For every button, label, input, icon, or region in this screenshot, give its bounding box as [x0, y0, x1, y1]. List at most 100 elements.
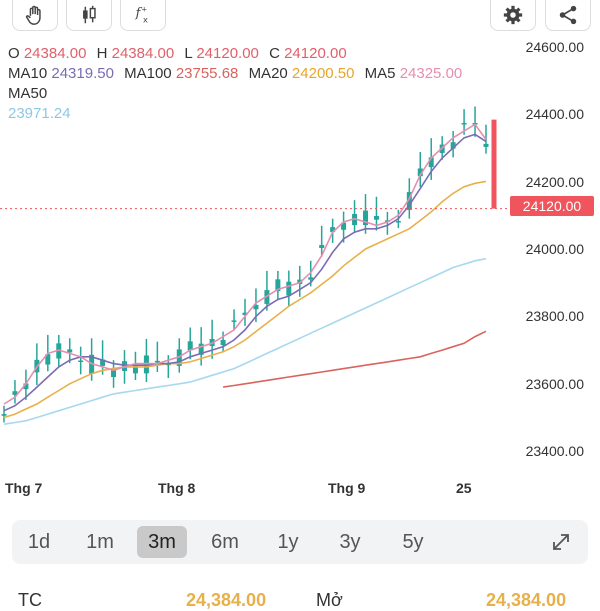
candle-body	[363, 210, 368, 226]
candle-body	[373, 215, 379, 220]
candle-body	[297, 279, 303, 285]
y-tick-label: 24200.00	[525, 173, 584, 190]
candlestick-tool-button[interactable]	[66, 0, 112, 31]
reference-price-label: TC	[18, 590, 42, 610]
ma100-line	[222, 330, 487, 388]
candle-body	[154, 360, 160, 363]
range-1y-button[interactable]: 1y	[277, 531, 299, 553]
candle-body	[352, 213, 358, 226]
range-6m-button[interactable]: 6m	[211, 531, 239, 553]
high-value: 24384.00	[111, 45, 175, 62]
candle-body	[330, 227, 336, 233]
y-tick-label: 24000.00	[525, 241, 584, 257]
y-tick-label: 24400.00	[525, 106, 584, 123]
candle-body	[341, 222, 347, 230]
ma10-value: 24319.50	[51, 65, 114, 82]
open-price-value: 24,384.00	[486, 590, 567, 610]
candle-body	[34, 359, 40, 373]
range-1m-button[interactable]: 1m	[86, 531, 114, 553]
svg-text:x: x	[143, 14, 148, 24]
share-button[interactable]	[545, 0, 591, 31]
candle-body	[308, 277, 314, 280]
candle-body	[143, 355, 149, 374]
candle-body	[319, 244, 325, 248]
candle-body	[89, 354, 95, 374]
candle-body	[45, 354, 51, 365]
candle-body	[111, 368, 117, 378]
current-price-badge: 24120.00	[510, 196, 594, 216]
ma20-value: 24200.50	[291, 65, 355, 82]
candle-body	[395, 221, 401, 223]
ma50-line	[3, 257, 487, 425]
candle-body	[12, 391, 18, 395]
close-value: 24120.00	[284, 45, 347, 62]
fullscreen-button[interactable]	[536, 526, 586, 558]
candle-body	[1, 414, 7, 416]
x-tick-label: Thg 7	[5, 480, 43, 496]
candlestick-icon	[83, 5, 96, 24]
candle-body	[78, 360, 84, 363]
candle-body	[132, 365, 138, 374]
candle-body	[428, 157, 434, 168]
candle-body	[220, 339, 226, 346]
candle-body	[417, 168, 423, 177]
y-tick-label: 23400.00	[525, 443, 584, 460]
candle-body	[56, 343, 62, 359]
hand-tool-icon	[25, 5, 41, 25]
gear-icon	[503, 5, 523, 25]
candle-body	[450, 142, 456, 149]
ma50-label: MA50	[8, 85, 48, 102]
candle-body	[406, 192, 412, 210]
hand-tool-button[interactable]	[12, 0, 58, 31]
svg-text:f: f	[135, 6, 143, 21]
ma50-value: 23971.24	[8, 105, 71, 122]
settings-button[interactable]	[490, 0, 536, 31]
chart-legend: O 24384.00 H 24384.00 L 24120.00 C 24120…	[8, 44, 503, 124]
range-3m-button[interactable]: 3m	[137, 526, 187, 558]
candle-body	[122, 361, 127, 371]
open-label: O	[8, 45, 20, 62]
expand-icon	[553, 534, 569, 550]
candle-body	[483, 143, 489, 147]
candle-body	[275, 279, 281, 292]
range-1d-button[interactable]: 1d	[27, 531, 51, 553]
ma10-label: MA10	[8, 65, 48, 82]
range-3y-button[interactable]: 3y	[339, 531, 361, 553]
x-tick-label: 25	[456, 480, 472, 496]
function-tool-button[interactable]: f x +	[120, 0, 166, 31]
ma10-line	[3, 133, 487, 412]
low-value: 24120.00	[196, 45, 259, 62]
high-label: H	[96, 45, 108, 62]
x-tick-label: Thg 8	[158, 480, 196, 496]
candle-body	[67, 349, 73, 353]
candle-body	[100, 359, 106, 366]
y-tick-label: 24600.00	[525, 38, 584, 55]
candle-body	[286, 281, 292, 296]
candle-body	[242, 312, 248, 316]
quote-summary-row: TC 24,384.00 Mở 24,384.00	[0, 590, 600, 610]
candle-body	[439, 144, 445, 153]
ma100-label: MA100	[124, 65, 172, 82]
range-5y-button[interactable]: 5y	[402, 531, 424, 553]
share-icon	[559, 5, 577, 25]
candle-body	[176, 349, 182, 366]
candle-body	[23, 383, 29, 390]
svg-text:+: +	[141, 4, 147, 13]
open-price-label: Mở	[316, 590, 343, 610]
close-label: C	[269, 45, 280, 62]
x-tick-label: Thg 9	[328, 480, 366, 496]
ma5-line	[3, 123, 487, 405]
candle-body	[264, 290, 270, 304]
function-icon: f x +	[135, 4, 148, 24]
range-selector: 1d 1m 3m 6m 1y 3y 5y	[12, 520, 588, 564]
y-tick-label: 23600.00	[525, 375, 584, 392]
reference-price-value: 24,384.00	[186, 590, 267, 610]
candle-body	[165, 363, 171, 366]
candle-body	[209, 338, 215, 347]
candle-body	[198, 343, 204, 355]
ma20-line	[3, 180, 487, 419]
candle-body	[253, 304, 259, 310]
y-tick-label: 23800.00	[525, 308, 584, 325]
ma5-value: 24325.00	[399, 65, 463, 82]
ma5-label: MA5	[364, 65, 396, 82]
